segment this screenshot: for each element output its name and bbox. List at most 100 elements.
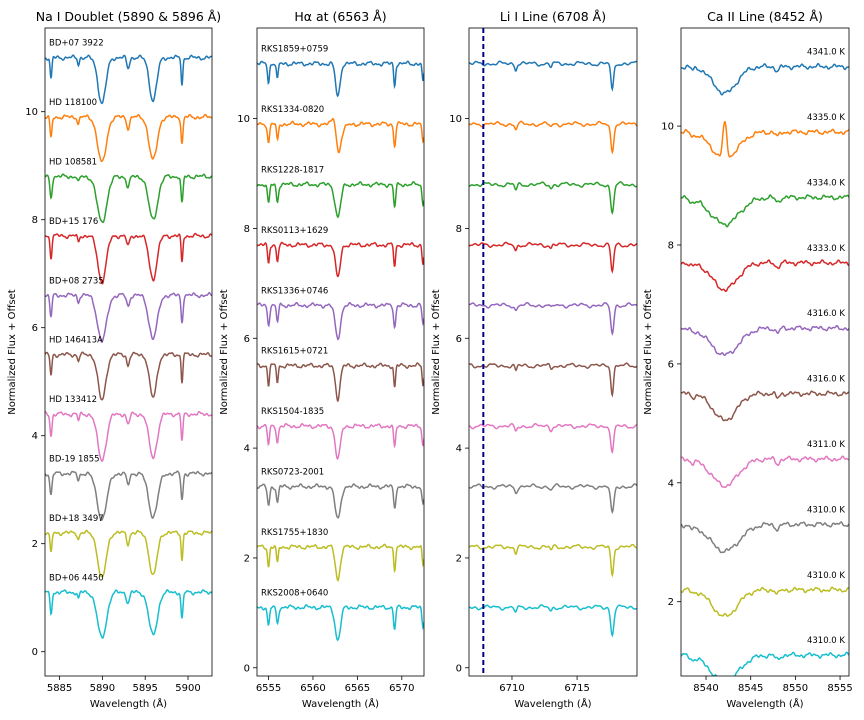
x-axis-label: Wavelength (Å) <box>514 697 591 710</box>
y-tick-label: 10 <box>661 122 674 133</box>
spectrum-line <box>257 604 424 642</box>
spectrum-line <box>469 604 637 638</box>
y-tick-label: 8 <box>668 240 674 251</box>
y-tick-label: 6 <box>668 359 674 370</box>
spectrum-line <box>681 651 849 676</box>
spectrum-line <box>45 291 212 343</box>
x-tick-label: 6710 <box>499 683 524 694</box>
y-tick-label: 2 <box>244 553 250 564</box>
series-label: RKS1755+1830 <box>261 528 328 538</box>
spectrum-line <box>681 63 849 96</box>
series-label: BD+15 176 <box>49 217 98 227</box>
series-label: 4335.0 K <box>807 113 845 123</box>
y-tick-label: 8 <box>32 215 38 226</box>
y-tick-label: 2 <box>668 597 674 608</box>
x-tick-label: 8555 <box>827 683 852 694</box>
spectrum-line <box>257 181 424 219</box>
panel-title: Hα at (6563 Å) <box>294 9 386 24</box>
spectrum-line <box>257 301 424 341</box>
series-label: RKS1334-0820 <box>261 105 324 115</box>
series-label: 4311.0 K <box>807 440 845 450</box>
spectrum-line <box>681 259 849 293</box>
spectrum-line <box>469 362 637 398</box>
x-axis-label: Wavelength (Å) <box>726 697 803 710</box>
y-tick-label: 4 <box>32 431 38 442</box>
y-tick-label: 6 <box>244 334 250 345</box>
spectrum-line <box>469 241 637 274</box>
spectrum-line <box>45 589 212 639</box>
y-tick-label: 10 <box>237 114 250 125</box>
series-label: BD+07 3922 <box>49 39 104 49</box>
x-tick-label: 8540 <box>693 683 718 694</box>
spectrum-line <box>45 54 212 105</box>
y-tick-label: 10 <box>25 107 38 118</box>
series-label: 4333.0 K <box>807 244 845 254</box>
series-label: BD-19 1855 <box>49 455 100 465</box>
series-label: HD 108581 <box>49 158 97 168</box>
spectrum-line <box>681 521 849 554</box>
series-label: RKS1859+0759 <box>261 45 328 55</box>
x-tick-label: 6565 <box>345 683 370 694</box>
y-tick-label: 4 <box>668 478 674 489</box>
y-tick-label: 6 <box>456 334 462 345</box>
series-label: HD 118100 <box>49 98 97 108</box>
series-label: BD+18 3497 <box>49 514 104 524</box>
y-axis-label: Normalized Flux + Offset <box>643 289 654 415</box>
y-axis-label: Normalized Flux + Offset <box>219 289 230 415</box>
spectrum-line <box>469 301 637 336</box>
x-tick-label: 6570 <box>389 683 414 694</box>
series-label: RKS1504-1835 <box>261 407 324 417</box>
y-tick-label: 0 <box>456 663 462 674</box>
series-label: 4316.0 K <box>807 309 845 319</box>
spectrum-line <box>681 324 849 357</box>
spectrum-line <box>681 455 849 489</box>
x-axis-label: Wavelength (Å) <box>90 697 167 710</box>
series-label: HD 133412 <box>49 395 97 405</box>
x-tick-label: 5900 <box>175 683 200 694</box>
spectrum-line <box>257 543 424 582</box>
series-label: 4316.0 K <box>807 375 845 385</box>
spectrum-line <box>469 181 637 215</box>
series-label: RKS0723-2001 <box>261 468 324 478</box>
panel-2: Hα at (6563 Å) Wavelength (Å) Normalized F… <box>219 9 425 710</box>
spectrum-line <box>257 241 424 278</box>
y-tick-label: 4 <box>244 444 250 455</box>
x-tick-label: 6715 <box>564 683 589 694</box>
spectrum-line <box>45 113 212 163</box>
y-axis-label: Normalized Flux + Offset <box>7 289 18 415</box>
spectrum-line <box>257 117 424 154</box>
spectrum-line <box>45 232 212 285</box>
y-tick-label: 6 <box>32 323 38 334</box>
panel-title: Ca II Line (8452 Å) <box>707 9 823 24</box>
y-axis-label: Normalized Flux + Offset <box>431 289 442 415</box>
series-label: 4310.0 K <box>807 505 845 515</box>
series-label: 4310.0 K <box>807 571 845 581</box>
x-tick-label: 5895 <box>132 683 157 694</box>
spectrum-line <box>45 529 212 578</box>
series-label: RKS1615+0721 <box>261 347 328 357</box>
y-tick-label: 10 <box>449 114 462 125</box>
panel-1: Na I Doublet (5890 & 5896 Å) Wavelength (… <box>7 9 221 710</box>
plot-frame <box>680 27 850 677</box>
panel-3: Li I Line (6708 Å) Wavelength (Å) Normaliz… <box>431 9 638 710</box>
series-label: 4341.0 K <box>807 48 845 58</box>
spectrum-line <box>681 390 849 422</box>
series-label: RKS1336+0746 <box>261 286 328 296</box>
y-tick-label: 0 <box>244 663 250 674</box>
plot-frame <box>256 27 425 677</box>
series-label: RKS0113+1629 <box>261 226 328 236</box>
spectrum-line <box>45 410 212 462</box>
x-tick-label: 5890 <box>90 683 115 694</box>
spectrum-line <box>469 120 637 155</box>
spectrum-line <box>257 362 424 402</box>
series-label: 4334.0 K <box>807 178 845 188</box>
series-label: BD+08 2735 <box>49 276 104 286</box>
panel-4: Ca II Line (8452 Å) Wavelength (Å) Normali… <box>643 9 853 710</box>
x-tick-label: 6560 <box>300 683 325 694</box>
spectrum-line <box>681 120 849 158</box>
spectrum-line <box>469 60 637 92</box>
spectrum-line <box>681 586 849 618</box>
y-tick-label: 4 <box>456 444 462 455</box>
spectrum-line <box>45 173 212 224</box>
